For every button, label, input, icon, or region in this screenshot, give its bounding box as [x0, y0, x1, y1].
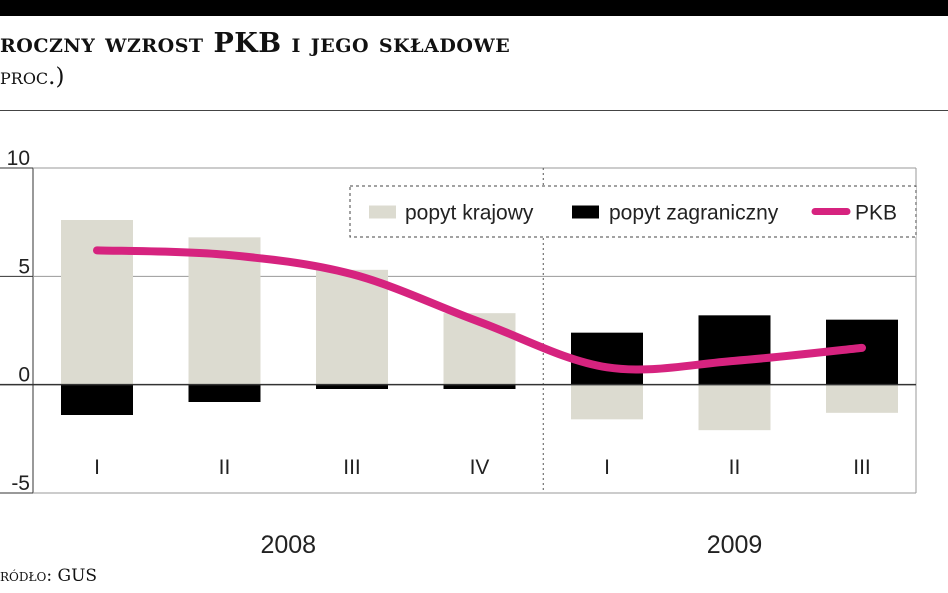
x-tick-label: I [604, 456, 610, 479]
top-black-bar [0, 0, 948, 16]
y-tick-label: -5 [11, 472, 30, 495]
bar-popyt-krajowy [316, 269, 388, 385]
legend-item-popyt-krajowy-swatch [369, 205, 396, 219]
x-tick-label: III [343, 456, 361, 479]
header-rule [0, 110, 948, 111]
bar-popyt-zagraniczny [61, 384, 133, 415]
legend-item-popyt-krajowy-label: popyt krajowy [405, 202, 534, 225]
bar-popyt-krajowy [826, 384, 898, 413]
point-pkb [350, 272, 354, 277]
bar-popyt-krajowy [61, 220, 133, 385]
point-pkb [95, 248, 99, 253]
chart-title: roczny wzrost PKB i jego składowe [0, 28, 511, 59]
point-pkb [605, 365, 609, 370]
bar-popyt-krajowy [571, 384, 643, 420]
year-label: 2008 [260, 531, 316, 559]
legend: popyt krajowy popyt zagraniczny PKB [349, 185, 917, 238]
legend-item-popyt-zagraniczny-label: popyt zagraniczny [609, 202, 779, 225]
legend-item-popyt-zagraniczny-swatch [572, 205, 599, 219]
bar-popyt-zagraniczny [443, 384, 516, 389]
bar-popyt-krajowy [698, 384, 771, 431]
point-pkb [477, 319, 482, 324]
x-tick-label: III [853, 456, 871, 479]
y-tick-label: 0 [18, 364, 30, 387]
x-tick-label: IV [470, 456, 490, 479]
y-tick-label: 5 [18, 255, 30, 278]
bars-group [61, 220, 898, 431]
point-pkb [732, 358, 737, 363]
x-tick-label: II [729, 456, 741, 479]
gdp-line-group [93, 246, 866, 374]
point-pkb [860, 345, 864, 350]
year-label: 2009 [707, 531, 763, 559]
bar-popyt-zagraniczny [188, 384, 261, 402]
chart-subtitle: proc.) [0, 64, 65, 90]
bar-popyt-zagraniczny [698, 315, 771, 385]
bar-popyt-krajowy [188, 237, 261, 385]
y-tick-label: 10 [7, 147, 30, 170]
point-pkb [222, 252, 227, 257]
legend-item-pkb-label: PKB [855, 202, 897, 225]
source-note: ródło: GUS [0, 566, 98, 586]
bar-popyt-zagraniczny [316, 384, 388, 389]
x-tick-label: I [94, 456, 100, 479]
x-tick-label: II [219, 456, 231, 479]
